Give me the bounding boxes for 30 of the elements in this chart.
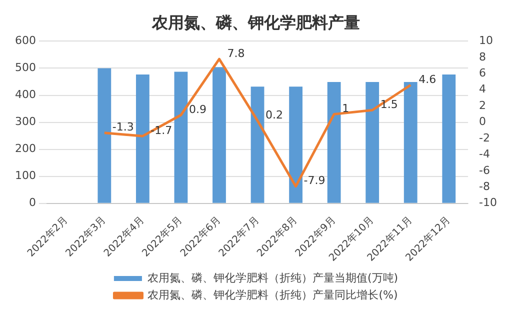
legend-label: 农用氮、磷、钾化学肥料（折纯）产量当期值(万吨) bbox=[147, 271, 398, 284]
y-tick-label: 0 bbox=[28, 196, 36, 210]
y2-tick-label: 2 bbox=[479, 98, 486, 112]
y2-tick-label: -10 bbox=[479, 196, 497, 210]
data-label: 7.8 bbox=[227, 46, 245, 60]
y2-tick-label: 6 bbox=[479, 66, 486, 80]
y2-tick-label: 4 bbox=[479, 82, 486, 96]
data-label: 4.6 bbox=[418, 72, 436, 86]
y-tick-label: 500 bbox=[14, 61, 36, 74]
data-label: -7.9 bbox=[304, 174, 326, 188]
data-label: -1.7 bbox=[150, 124, 172, 137]
y-tick-label: 200 bbox=[14, 142, 36, 156]
data-label: 1 bbox=[342, 102, 350, 116]
y-tick-label: 300 bbox=[14, 115, 36, 128]
chart-title: 农用氮、磷、钾化学肥料产量 bbox=[151, 12, 360, 32]
y-tick-label: 100 bbox=[14, 169, 36, 182]
y2-tick-label: -6 bbox=[479, 164, 490, 177]
legend-label: 农用氮、磷、钾化学肥料（折纯）产量同比增长(%) bbox=[148, 288, 398, 302]
data-label: 0.9 bbox=[188, 102, 206, 116]
y-tick-label: 600 bbox=[14, 34, 36, 48]
data-label: 1.5 bbox=[380, 98, 398, 111]
y2-tick-label: 10 bbox=[479, 34, 494, 48]
y2-tick-label: -2 bbox=[479, 131, 490, 144]
y2-tick-label: -8 bbox=[479, 180, 490, 194]
y2-tick-label: -4 bbox=[479, 148, 490, 161]
data-label: -1.3 bbox=[112, 120, 134, 134]
y2-tick-label: 8 bbox=[479, 50, 486, 64]
y2-tick-label: 0 bbox=[479, 115, 486, 128]
data-label: 0.2 bbox=[266, 108, 284, 122]
y-tick-label: 400 bbox=[14, 88, 36, 102]
